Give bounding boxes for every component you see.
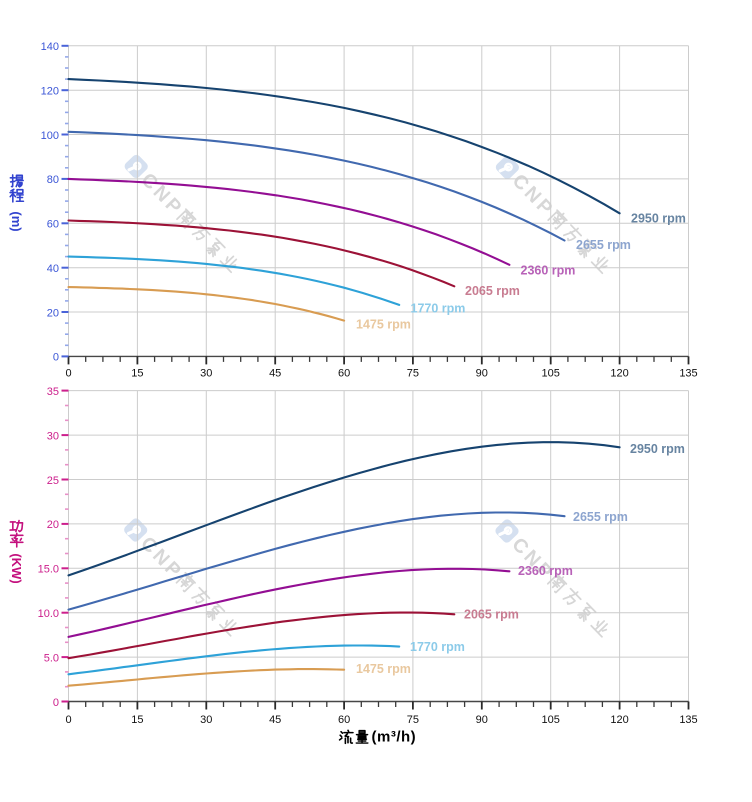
svg-text:1770 rpm: 1770 rpm xyxy=(411,301,466,315)
svg-text:60: 60 xyxy=(47,219,59,231)
svg-text:45: 45 xyxy=(269,368,281,380)
svg-text:30: 30 xyxy=(47,430,59,442)
svg-text:2065 rpm: 2065 rpm xyxy=(465,284,520,298)
svg-text:2950 rpm: 2950 rpm xyxy=(631,211,686,225)
svg-text:(m³/h): (m³/h) xyxy=(372,729,417,746)
svg-text:135: 135 xyxy=(679,368,697,380)
svg-text:120: 120 xyxy=(610,714,628,726)
svg-text:15.0: 15.0 xyxy=(38,564,59,576)
svg-text:2655 rpm: 2655 rpm xyxy=(573,510,628,524)
svg-text:40: 40 xyxy=(47,263,59,275)
svg-text:0: 0 xyxy=(53,352,59,364)
svg-text:1770 rpm: 1770 rpm xyxy=(410,640,465,654)
svg-text:2360 rpm: 2360 rpm xyxy=(518,564,573,578)
svg-text:90: 90 xyxy=(476,368,488,380)
svg-text:120: 120 xyxy=(41,86,59,98)
svg-text:2655 rpm: 2655 rpm xyxy=(576,238,631,252)
svg-text:15: 15 xyxy=(131,368,143,380)
svg-text:135: 135 xyxy=(679,714,697,726)
svg-text:30: 30 xyxy=(200,368,212,380)
svg-text:75: 75 xyxy=(407,714,419,726)
svg-text:20: 20 xyxy=(47,519,59,531)
svg-text:30: 30 xyxy=(200,714,212,726)
svg-text:100: 100 xyxy=(41,130,59,142)
svg-text:105: 105 xyxy=(542,714,560,726)
svg-text:(KW): (KW) xyxy=(9,553,24,583)
svg-text:0: 0 xyxy=(65,714,71,726)
svg-text:60: 60 xyxy=(338,714,350,726)
svg-text:10.0: 10.0 xyxy=(38,608,59,620)
svg-text:75: 75 xyxy=(407,368,419,380)
svg-text:80: 80 xyxy=(47,174,59,186)
svg-text:1475 rpm: 1475 rpm xyxy=(356,662,411,676)
svg-text:20: 20 xyxy=(47,307,59,319)
svg-text:105: 105 xyxy=(542,368,560,380)
svg-text:35: 35 xyxy=(47,386,59,398)
svg-text:25: 25 xyxy=(47,475,59,487)
svg-text:2950 rpm: 2950 rpm xyxy=(630,442,685,456)
svg-text:15: 15 xyxy=(131,714,143,726)
svg-text:0: 0 xyxy=(53,697,59,709)
svg-text:120: 120 xyxy=(610,368,628,380)
svg-text:90: 90 xyxy=(476,714,488,726)
svg-text:60: 60 xyxy=(338,368,350,380)
svg-text:5.0: 5.0 xyxy=(44,652,59,664)
svg-text:(m): (m) xyxy=(9,211,24,231)
svg-text:140: 140 xyxy=(41,41,59,53)
svg-text:2065 rpm: 2065 rpm xyxy=(464,607,519,621)
svg-text:0: 0 xyxy=(65,368,71,380)
svg-text:1475 rpm: 1475 rpm xyxy=(356,317,411,331)
svg-text:2360 rpm: 2360 rpm xyxy=(521,263,576,277)
svg-text:45: 45 xyxy=(269,714,281,726)
